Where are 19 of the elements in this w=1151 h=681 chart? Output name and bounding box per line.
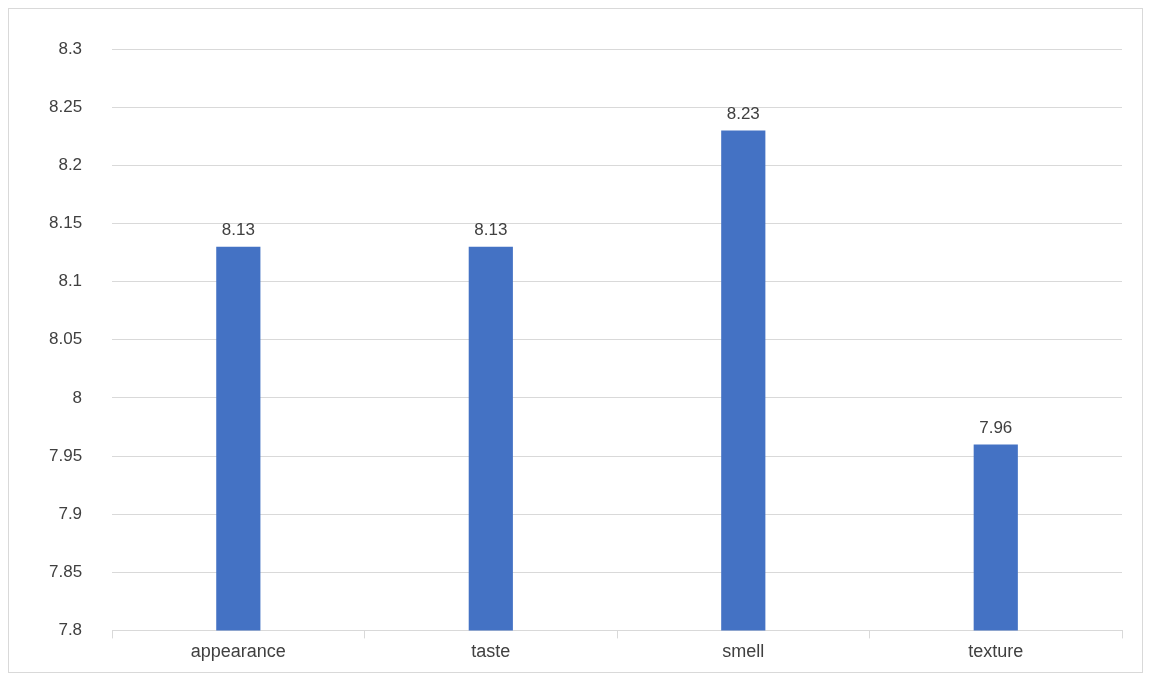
y-tick-label: 8.25 [48,97,83,117]
y-tick-label: 7.9 [58,503,83,523]
y-tick-label: 7.85 [48,561,83,581]
y-tick-label: 8.1 [58,271,83,291]
y-tick-label: 8.3 [58,38,83,58]
x-tick-label: taste [471,641,511,662]
data-label: 7.96 [979,417,1013,437]
x-tick-label: texture [968,641,1024,662]
y-tick-label: 8.15 [48,213,83,233]
data-label: 8.13 [474,220,508,239]
data-label: 8.13 [221,220,255,239]
y-tick-label: 8.05 [48,329,83,349]
y-tick-label: 8.2 [58,155,83,175]
y-tick-label: 8 [72,387,83,407]
y-tick-label: 7.8 [58,620,83,640]
x-tick-label: smell [722,641,765,662]
data-label: 8.23 [726,103,760,123]
y-tick-label: 7.95 [48,445,83,465]
x-tick-label: appearance [190,641,286,662]
